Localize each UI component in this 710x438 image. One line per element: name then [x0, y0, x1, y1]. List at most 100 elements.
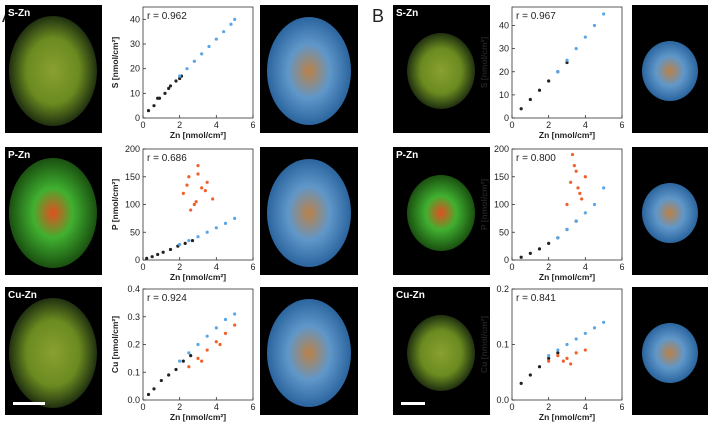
scatter-point [572, 164, 576, 168]
scatter-point [178, 242, 182, 247]
scatter-point [214, 226, 218, 230]
x-tick-label: 4 [214, 402, 219, 412]
scale-bar [401, 402, 425, 405]
y-tick-label: 100 [125, 200, 140, 210]
y-tick-label: 200 [494, 144, 509, 154]
annotation: r = 0.962 [147, 11, 187, 22]
scatter-point [547, 356, 551, 360]
scatter-point [537, 247, 542, 251]
scatter-point [556, 236, 560, 240]
y-tick-label: 30 [130, 39, 140, 49]
scatter-point [565, 60, 569, 65]
x-tick-label: 0 [140, 120, 145, 130]
scatter-point [233, 323, 237, 327]
scatter-point [592, 326, 597, 330]
scatter-point [178, 74, 182, 78]
scatter-point [580, 197, 584, 201]
scatter-point [146, 392, 151, 397]
scatter-point [592, 202, 597, 207]
scatter-point [556, 70, 560, 74]
scatter-point [528, 97, 532, 102]
scatter-point [528, 251, 532, 255]
element-label: S-Zn [8, 8, 30, 19]
scatter-point [519, 255, 523, 259]
scatter-point [561, 359, 565, 363]
x-tick-label: 2 [546, 402, 551, 412]
x-tick-label: 6 [619, 120, 624, 130]
x-axis-label: Zn [nmol/cm²] [170, 412, 226, 422]
y-tick-label: 0 [504, 113, 509, 123]
scatter-point [163, 91, 167, 95]
scatter-point [537, 365, 542, 369]
annotation: r = 0.686 [147, 153, 187, 164]
scatter-point [556, 354, 560, 358]
scatter-point [574, 219, 578, 223]
y-tick-label: 0.0 [127, 395, 140, 405]
scatter-point [569, 362, 573, 366]
scatter-point [565, 58, 569, 62]
x-tick-label: 6 [250, 402, 255, 412]
x-tick-label: 4 [214, 262, 219, 272]
x-axis-label: Zn [nmol/cm²] [539, 412, 595, 422]
scale-bar [13, 402, 45, 405]
scatter-point [159, 378, 163, 383]
scatter-point [211, 197, 215, 201]
element-label: P-Zn [8, 150, 30, 161]
scatter-point [174, 79, 178, 83]
scatter-point [196, 164, 200, 168]
x-tick-label: 0 [509, 120, 514, 130]
x-axis-label: Zn [nmol/cm²] [170, 130, 226, 140]
x-tick-label: 2 [177, 402, 182, 412]
overlay-image [642, 41, 698, 101]
y-tick-label: 20 [130, 64, 140, 74]
scatter-point [519, 381, 523, 385]
y-tick-label: 0.4 [127, 284, 140, 294]
y-tick-label: 0.1 [496, 340, 509, 350]
cell-image [9, 158, 97, 268]
scatter-point [203, 189, 207, 193]
scatter-point [200, 359, 204, 363]
scatter-point [233, 312, 237, 316]
scatter-point [565, 202, 569, 207]
y-tick-label: 0.3 [127, 312, 140, 322]
scatter-point [196, 172, 200, 176]
scatter-point [196, 356, 200, 360]
scatter-point [205, 180, 209, 184]
scatter-point [196, 342, 200, 347]
annotation: r = 0.800 [516, 153, 556, 164]
x-tick-label: 2 [546, 262, 551, 272]
scatter-point [583, 331, 587, 335]
scatter-point [205, 348, 209, 352]
scatter-point [174, 367, 178, 372]
scatter-point [547, 241, 551, 245]
x-tick-label: 2 [177, 262, 182, 272]
y-tick-label: 0 [135, 113, 140, 123]
scatter-point [229, 22, 233, 26]
x-tick-label: 2 [546, 120, 551, 130]
scatter-point [565, 227, 569, 232]
scatter-point [222, 30, 226, 34]
scatter-point [547, 354, 551, 358]
x-tick-label: 4 [583, 402, 588, 412]
y-tick-label: 40 [499, 21, 509, 31]
scatter-point [178, 76, 182, 81]
cell-image [9, 298, 97, 408]
scatter-point [519, 107, 523, 111]
scatter-point [189, 354, 193, 358]
y-tick-label: 150 [494, 172, 509, 182]
annotation: r = 0.967 [516, 11, 556, 22]
scatter-point [156, 96, 160, 100]
y-axis-label: S [nmol/cm²] [110, 37, 120, 89]
scatter-point [207, 44, 211, 49]
scatter-point [233, 17, 237, 21]
y-axis-label: Cu [nmol/cm²] [110, 316, 120, 373]
scatter-point [150, 255, 154, 259]
scatter-point [205, 334, 209, 338]
scatter-point [583, 348, 587, 352]
y-axis-label: P [nmol/cm²] [110, 179, 120, 230]
y-tick-label: 0 [504, 255, 509, 265]
cell-image [407, 33, 475, 109]
y-tick-label: 0.2 [127, 340, 140, 350]
scatter-point [602, 320, 606, 324]
scatter-point [185, 183, 189, 187]
